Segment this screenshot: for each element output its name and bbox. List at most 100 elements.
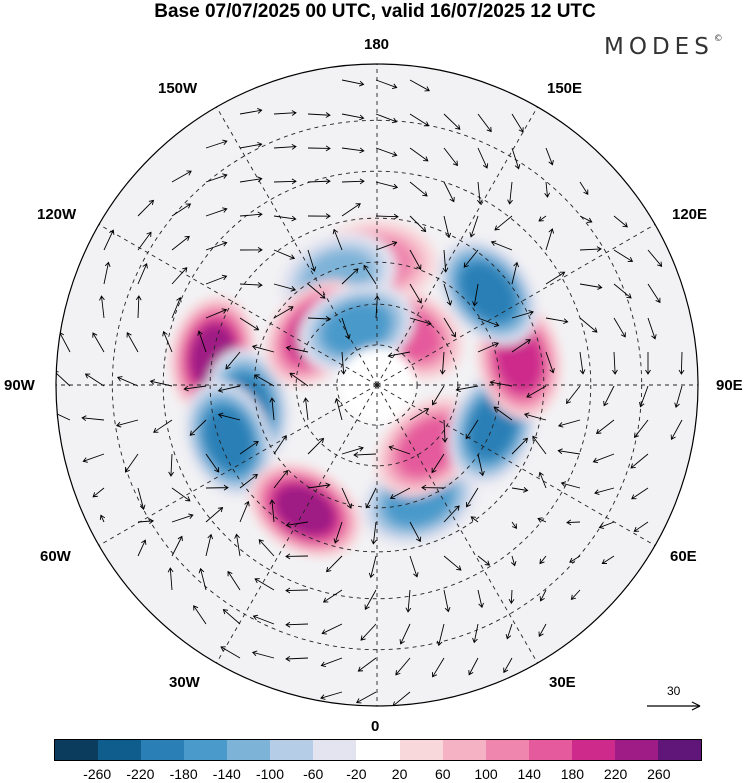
wind-arrow (613, 317, 626, 338)
wind-arrow (273, 143, 297, 150)
colorbar-tick-label: -100 (255, 766, 285, 782)
wind-arrow (468, 657, 479, 676)
wind-arrow (476, 181, 483, 205)
colorbar-segment (442, 740, 486, 760)
wind-arrow (171, 267, 188, 285)
wind-arrow (436, 623, 445, 647)
wind-arrow (442, 249, 449, 273)
wind-arrow (455, 385, 479, 393)
wind-arrow (353, 451, 377, 458)
wind-arrow (477, 555, 491, 566)
wind-arrow (285, 587, 309, 594)
wind-arrow (137, 263, 148, 285)
wind-arrow (205, 173, 228, 183)
wind-arrow (511, 147, 521, 170)
negative-anomaly (322, 302, 390, 354)
meridian-line (376, 106, 538, 386)
wind-arrow (239, 141, 263, 149)
wind-arrow (137, 539, 147, 557)
wind-arrow (511, 437, 529, 455)
wind-arrow (545, 147, 554, 166)
wind-arrow (307, 482, 331, 489)
wind-arrow (171, 170, 192, 183)
wind-arrow (56, 409, 71, 421)
wind-arrow (560, 481, 581, 489)
wind-arrow (375, 79, 398, 89)
wind-arrow (432, 657, 445, 678)
wind-arrow (269, 397, 276, 421)
wind-arrow (341, 487, 353, 509)
wind-arrow (197, 330, 207, 353)
wind-arrow (269, 499, 276, 523)
wind-arrow (307, 249, 317, 272)
lon-label-90e: 90E (716, 377, 743, 394)
wind-arrow (443, 317, 456, 338)
wind-arrow (307, 437, 325, 455)
wind-arrow (103, 229, 115, 251)
wind-arrow (539, 555, 547, 565)
wind-arrow (273, 283, 297, 292)
wind-arrow (273, 110, 297, 116)
wind-arrow (443, 147, 458, 167)
wind-arrow (565, 385, 581, 405)
wind-arrow (511, 521, 518, 530)
wind-arrow (579, 317, 598, 333)
wind-arrow (360, 623, 377, 641)
wind-arrow (273, 434, 287, 455)
wind-arrow (149, 379, 173, 387)
wind-arrow (405, 589, 412, 613)
wind-arrow (472, 623, 479, 644)
wind-arrow (239, 500, 250, 523)
wind-arrow (409, 215, 427, 233)
wind-arrow (674, 385, 683, 408)
wind-arrow (409, 249, 422, 270)
wind-arrow (137, 487, 146, 511)
wind-arrow (579, 246, 602, 252)
meridian-line (216, 106, 378, 386)
wind-arrow (569, 555, 581, 563)
wind-arrow (545, 271, 566, 285)
colorbar-segment (528, 740, 572, 760)
wind-arrow (92, 332, 105, 353)
wind-arrow (254, 374, 275, 387)
wind-arrow (477, 317, 500, 328)
height-anomaly-field (170, 220, 563, 558)
wind-arrow (103, 261, 111, 285)
wind-arrow (399, 623, 411, 645)
wind-arrow (431, 453, 445, 474)
wind-arrow (439, 351, 446, 375)
wind-arrow (137, 518, 155, 525)
colorbar-segment (55, 740, 99, 760)
wind-arrow (595, 419, 615, 435)
wind-arrow (307, 283, 326, 299)
wind-arrow (239, 176, 263, 183)
colorbar-tick-label: 220 (603, 766, 628, 782)
wind-arrow (341, 113, 365, 121)
colorbar-segment (227, 740, 271, 760)
wind-arrow (285, 621, 309, 628)
wind-arrow (579, 351, 586, 375)
wind-arrow (395, 657, 411, 676)
wind-arrow (639, 385, 649, 408)
wind-arrow (432, 385, 445, 406)
wind-arrow (285, 521, 309, 528)
wind-arrow (307, 315, 331, 322)
wind-arrow (225, 351, 241, 370)
colorbar (54, 739, 702, 761)
wind-arrow (409, 181, 428, 197)
wind-arrow (285, 655, 309, 662)
wind-arrow (409, 113, 430, 127)
colorbar-segment (614, 740, 658, 760)
meridian-line (376, 384, 656, 546)
wind-arrow (205, 533, 214, 557)
wind-arrow (505, 623, 513, 640)
wind-arrow (341, 446, 364, 455)
wind-arrow (227, 570, 241, 591)
wind-arrow (363, 264, 377, 285)
wind-arrow (503, 657, 513, 674)
wind-arrow (334, 397, 343, 421)
lon-label-150w: 150W (158, 80, 198, 97)
wind-arrow (99, 295, 105, 319)
wind-arrow (511, 261, 519, 285)
wind-arrow (364, 589, 377, 610)
